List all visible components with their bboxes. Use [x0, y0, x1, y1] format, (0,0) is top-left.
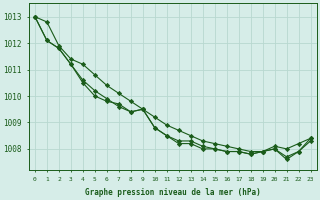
X-axis label: Graphe pression niveau de la mer (hPa): Graphe pression niveau de la mer (hPa) — [85, 188, 260, 197]
